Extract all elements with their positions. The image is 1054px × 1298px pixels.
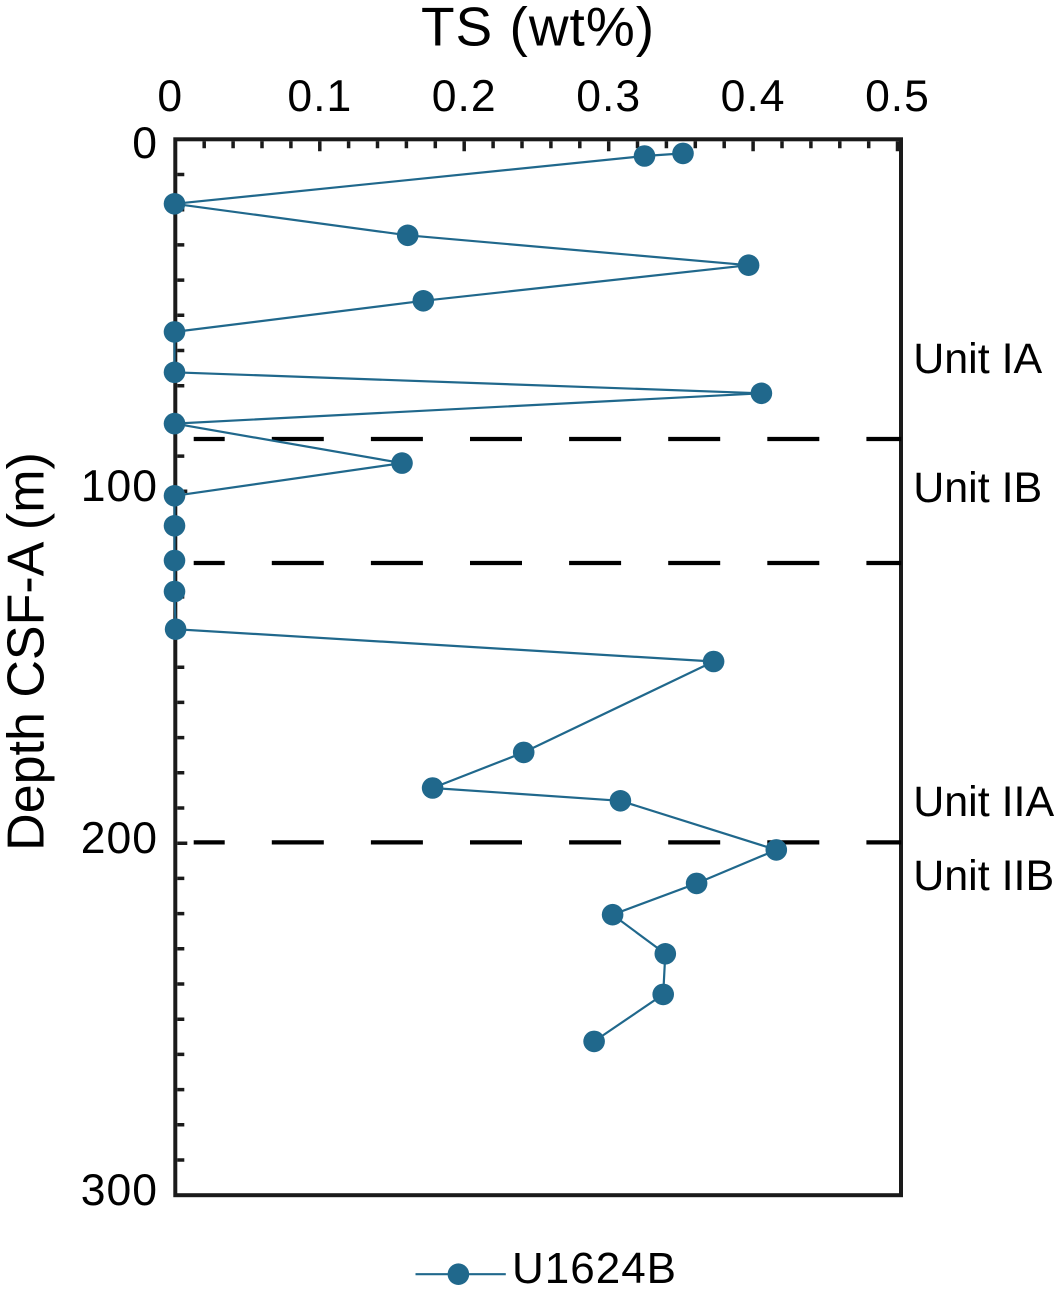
svg-text:TS (wt%): TS (wt%) [421,0,655,58]
svg-text:0.5: 0.5 [865,72,930,121]
svg-text:0.2: 0.2 [432,72,497,121]
svg-text:0.4: 0.4 [721,72,786,121]
svg-text:0.1: 0.1 [287,72,352,121]
svg-text:U1624B: U1624B [512,1244,677,1293]
svg-text:Unit IA: Unit IA [913,335,1042,383]
svg-text:Depth CSF-A (m): Depth CSF-A (m) [0,452,56,851]
svg-text:Unit IB: Unit IB [913,464,1042,512]
svg-text:0: 0 [132,119,158,168]
svg-text:Unit IIA: Unit IIA [913,778,1054,826]
svg-text:100: 100 [81,462,158,511]
svg-text:0.3: 0.3 [576,72,641,121]
svg-text:200: 200 [81,814,158,863]
svg-text:Unit IIB: Unit IIB [913,852,1054,900]
svg-text:300: 300 [81,1166,158,1215]
svg-text:0: 0 [157,72,183,121]
